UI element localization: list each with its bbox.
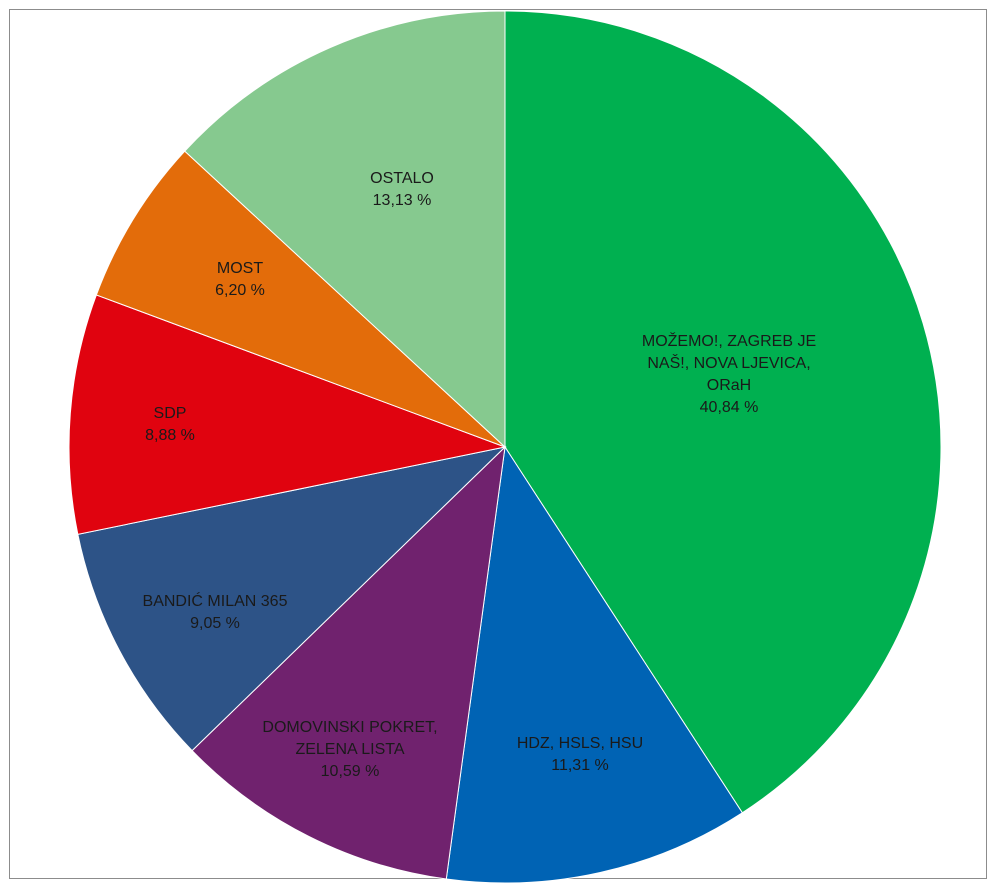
pie-slice (95, 150, 506, 448)
slice-value-label: 8,88 % (145, 427, 195, 444)
slice-name-label: MOST (217, 260, 263, 277)
slice-value-label: 13,13 % (373, 192, 432, 209)
slice-value-label: 10,59 % (321, 763, 380, 780)
slice-name-label: NAŠ!, NOVA LJEVICA, (647, 353, 810, 372)
slice-name-label: ORaH (707, 377, 751, 394)
slice-name-label: DOMOVINSKI POKRET, (262, 719, 437, 736)
slice-name-label: OSTALO (370, 170, 434, 187)
slice-label: BANDIĆ MILAN 365 9,05 % (143, 591, 288, 632)
slice-value-label: 9,05 % (190, 615, 240, 632)
slice-value-label: 40,84 % (700, 399, 759, 416)
slice-value-label: 11,31 % (551, 757, 609, 774)
pie-slice (184, 10, 506, 449)
slice-label: HDZ, HSLS, HSU 11,31 % (517, 735, 643, 774)
pie-slices (68, 10, 942, 884)
slice-name-label: HDZ, HSLS, HSU (517, 735, 643, 752)
slice-name-label: MOŽEMO!, ZAGREB JE (642, 331, 816, 350)
pie-slice (77, 446, 507, 752)
slice-label: OSTALO 13,13 % (370, 170, 434, 209)
slice-name-label: ZELENA LISTA (295, 741, 404, 758)
slice-label: MOST 6,20 % (215, 260, 265, 299)
pie-slice (68, 294, 507, 535)
slice-name-label: BANDIĆ MILAN 365 (143, 591, 288, 610)
pie-slice (445, 445, 744, 884)
slice-value-label: 6,20 % (215, 282, 265, 299)
pie-slice (504, 10, 942, 814)
slice-label: SDP 8,88 % (145, 405, 195, 444)
slice-name-label: SDP (154, 405, 187, 422)
slice-label: DOMOVINSKI POKRET, ZELENA LISTA 10,59 % (262, 719, 437, 780)
pie-labels: MOŽEMO!, ZAGREB JE NAŠ!, NOVA LJEVICA, ORa… (143, 170, 817, 780)
pie-slice (191, 445, 506, 880)
slice-label: MOŽEMO!, ZAGREB JE NAŠ!, NOVA LJEVICA, ORa… (642, 331, 816, 416)
